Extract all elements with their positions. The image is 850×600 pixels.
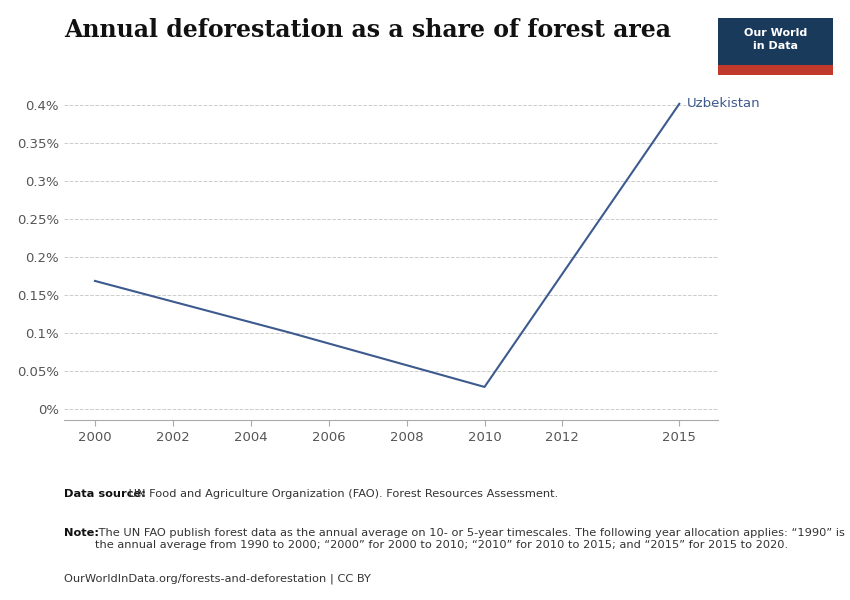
FancyBboxPatch shape [718,65,833,75]
Text: The UN FAO publish forest data as the annual average on 10- or 5-year timescales: The UN FAO publish forest data as the an… [95,528,845,550]
Text: Our World
in Data: Our World in Data [744,28,808,51]
Text: UN Food and Agriculture Organization (FAO). Forest Resources Assessment.: UN Food and Agriculture Organization (FA… [125,489,558,499]
Text: Annual deforestation as a share of forest area: Annual deforestation as a share of fores… [64,18,671,42]
FancyBboxPatch shape [718,18,833,65]
Text: Note:: Note: [64,528,99,538]
Text: Uzbekistan: Uzbekistan [687,97,761,110]
Text: OurWorldInData.org/forests-and-deforestation | CC BY: OurWorldInData.org/forests-and-deforesta… [64,573,371,583]
Text: Data source:: Data source: [64,489,145,499]
